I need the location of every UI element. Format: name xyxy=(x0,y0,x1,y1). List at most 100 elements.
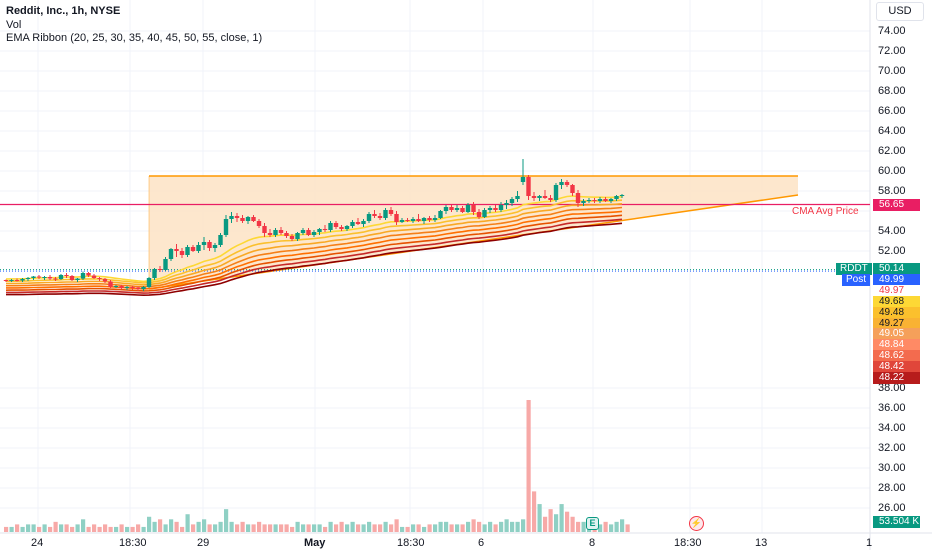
volume-bar xyxy=(108,526,113,532)
candle-body xyxy=(493,208,498,210)
candle-body xyxy=(174,249,179,251)
candle-body xyxy=(141,287,146,289)
price-tick-label: 60.00 xyxy=(878,165,906,177)
ema-ribbon-legend[interactable]: EMA Ribbon (20, 25, 30, 35, 40, 45, 50, … xyxy=(6,32,263,44)
candle-body xyxy=(267,233,273,235)
price-tick-label: 62.00 xyxy=(878,145,906,157)
volume-bar xyxy=(114,526,119,532)
volume-bar xyxy=(433,524,438,532)
candle-body xyxy=(520,177,526,182)
volume-legend[interactable]: Vol xyxy=(6,18,22,31)
candle-body xyxy=(526,177,531,196)
candle-body xyxy=(449,207,454,210)
candle-body xyxy=(383,210,388,218)
candle-body xyxy=(361,221,366,224)
price-tick-label: 70.00 xyxy=(878,65,906,77)
candle-body xyxy=(86,273,91,276)
candle-body xyxy=(482,210,487,217)
candle-body xyxy=(416,219,421,221)
candle-body xyxy=(564,182,570,185)
price-tick-label: 34.00 xyxy=(878,422,906,434)
time-tick-label: 13 xyxy=(755,537,768,549)
candle-body xyxy=(262,226,267,233)
candle-body xyxy=(372,214,377,216)
volume-bar xyxy=(301,524,306,532)
price-tick-label: 74.00 xyxy=(878,25,906,37)
candle-body xyxy=(394,214,399,222)
candle-body xyxy=(421,218,427,221)
volume-bar xyxy=(416,524,421,532)
candle-body xyxy=(289,236,295,239)
volume-bar xyxy=(367,521,372,532)
candle-body xyxy=(454,208,460,210)
candle-body xyxy=(212,245,218,248)
volume-bar xyxy=(482,524,487,532)
volume-bar xyxy=(284,524,289,532)
volume-bar xyxy=(521,519,526,532)
volume-bar xyxy=(427,524,432,532)
volume-bar xyxy=(224,509,229,532)
candle-body xyxy=(295,233,300,239)
volume-bar xyxy=(48,526,53,532)
close-price-badge: 49.97 xyxy=(873,285,920,297)
volume-bar xyxy=(526,400,531,532)
candle-body xyxy=(570,185,575,193)
volume-bar xyxy=(64,524,69,532)
volume-bar xyxy=(213,524,218,532)
volume-bar xyxy=(312,524,317,532)
ema-line-55 xyxy=(6,222,623,297)
candle-body xyxy=(410,219,416,221)
volume-bar xyxy=(295,521,300,532)
candle-body xyxy=(278,230,284,233)
volume-bar xyxy=(31,524,36,532)
volume-bar xyxy=(323,526,328,532)
volume-bar xyxy=(411,524,416,532)
volume-bar xyxy=(455,524,460,532)
volume-bar xyxy=(576,521,581,532)
candle-body xyxy=(113,286,119,287)
ema-value-badge: 48.84 xyxy=(873,339,920,352)
candle-body xyxy=(9,280,14,281)
candle-body xyxy=(168,249,174,259)
candle-body xyxy=(597,199,603,201)
candle-body xyxy=(102,279,108,282)
candle-body xyxy=(273,230,278,235)
volume-bar xyxy=(609,524,614,532)
price-tick-label: 64.00 xyxy=(878,125,906,137)
volume-bar xyxy=(466,521,471,532)
post-market-tag: Post xyxy=(842,274,871,286)
volume-bar xyxy=(246,524,251,532)
symbol-title[interactable]: Reddit, Inc., 1h, NYSE xyxy=(6,5,121,17)
volume-bar xyxy=(70,526,75,532)
earnings-icon[interactable]: E xyxy=(586,517,599,530)
volume-bar xyxy=(81,519,86,532)
volume-bar xyxy=(504,519,509,532)
candle-body xyxy=(223,219,229,235)
volume-bar xyxy=(493,524,498,532)
candle-body xyxy=(25,278,31,279)
volume-bar xyxy=(262,524,267,532)
candle-body xyxy=(619,195,625,196)
candle-body xyxy=(333,223,339,227)
volume-bar xyxy=(174,521,179,532)
candle-body xyxy=(322,229,328,230)
volume-bar xyxy=(268,524,273,532)
volume-bar xyxy=(75,524,80,532)
candle-body xyxy=(553,185,559,200)
candle-body xyxy=(559,182,564,185)
candle-body xyxy=(306,230,311,235)
lightning-icon[interactable]: ⚡ xyxy=(689,516,704,531)
volume-bar xyxy=(405,526,410,532)
volume-bar xyxy=(196,521,201,532)
volume-bar xyxy=(328,521,333,532)
ema-value-badge: 49.05 xyxy=(873,328,920,341)
currency-selector[interactable]: USD xyxy=(876,2,924,21)
volume-bar xyxy=(158,519,163,532)
candle-body xyxy=(438,211,443,218)
candle-body xyxy=(603,199,608,201)
volume-bar xyxy=(218,521,223,532)
candle-body xyxy=(234,216,240,218)
last-price-badge: 50.14 xyxy=(873,263,920,275)
volume-bar xyxy=(510,521,515,532)
